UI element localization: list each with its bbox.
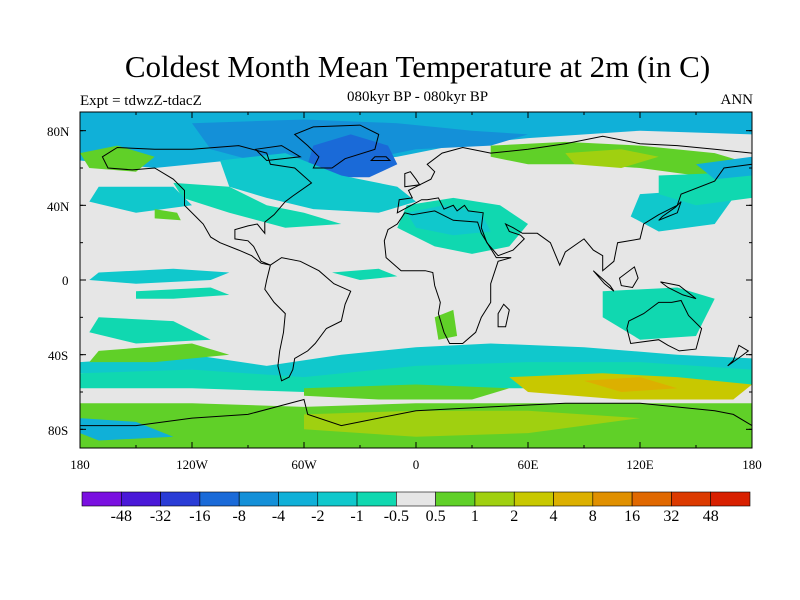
field-alaska-green xyxy=(80,145,155,172)
coast-iceland xyxy=(369,156,392,161)
coast-sumatra xyxy=(592,270,615,292)
field-mediterranean-cyan xyxy=(406,205,491,236)
colorbar-box xyxy=(435,491,476,507)
colorbar-box xyxy=(81,491,122,507)
lon-label-60w: 60W xyxy=(291,457,317,472)
experiment-label: Expt = tdwzZ-tdacZ xyxy=(80,93,202,109)
lat-label-40n: 40N xyxy=(47,199,70,214)
axis-ticks xyxy=(79,112,753,448)
field-pacific-teal xyxy=(658,171,752,206)
colorbar-box xyxy=(278,491,319,507)
field-eq-atl-teal xyxy=(332,268,398,280)
lon-label-180e: 180 xyxy=(742,457,762,472)
lon-label-120e: 120E xyxy=(626,457,654,472)
field-siberia-lime xyxy=(565,149,659,168)
coast-baffin xyxy=(254,145,302,162)
field-trop-pac-cyan xyxy=(89,268,230,284)
colorbar-label: -1 xyxy=(350,508,364,525)
colorbar-box xyxy=(474,491,515,507)
coast-new-zealand xyxy=(727,344,750,367)
colorbar-label: 48 xyxy=(702,508,719,525)
field-nepac-cyan xyxy=(89,186,192,213)
field-indopac-teal xyxy=(602,287,715,340)
colorbar-label: 8 xyxy=(588,508,597,525)
colorbar-label: -0.5 xyxy=(383,508,410,525)
coastlines xyxy=(80,124,752,448)
colorbar-label: 2 xyxy=(510,508,519,525)
lon-label-120w: 120W xyxy=(176,457,208,472)
field-nam-atlantic-cyan xyxy=(220,153,416,213)
colorbar-label: 16 xyxy=(624,508,641,525)
colorbar-box xyxy=(396,491,436,507)
colorbar-label: 0.5 xyxy=(425,508,446,525)
field-nam-teal xyxy=(173,182,342,228)
coast-greenland xyxy=(293,124,380,169)
colorbar-box xyxy=(671,491,711,507)
colorbar-label: -32 xyxy=(149,508,172,525)
coast-new-guinea xyxy=(660,281,697,300)
field-s-atl-green xyxy=(434,309,458,340)
coast-south-america xyxy=(264,257,352,382)
colorbar-label: -16 xyxy=(189,508,211,525)
colorbar-box xyxy=(356,491,397,507)
colorbar xyxy=(81,491,751,507)
coast-africa xyxy=(383,210,512,344)
colorbar-box xyxy=(513,491,554,507)
coast-australia xyxy=(626,299,703,352)
field-so-green-2 xyxy=(304,384,510,400)
plot-title: Coldest Month Mean Temperature at 2m (in… xyxy=(124,49,711,84)
lat-label-eq: 0 xyxy=(62,273,69,288)
colorbar-box xyxy=(160,491,201,507)
colorbar-label: 4 xyxy=(549,508,558,525)
lat-label-80s: 80S xyxy=(48,423,69,438)
field-indian-so-orange xyxy=(584,377,678,392)
period-label: 080kyr BP - 080kyr BP xyxy=(346,89,489,105)
colorbar-box xyxy=(199,491,240,507)
field-trop-pac-cyan2 xyxy=(136,287,230,299)
coast-borneo xyxy=(618,266,639,289)
lon-label-60e: 60E xyxy=(517,457,539,472)
field-antarctica-lime xyxy=(304,410,640,437)
colorbar-label: -2 xyxy=(311,508,325,525)
lat-label-80n: 80N xyxy=(47,124,70,139)
field-sw-pac-teal xyxy=(89,317,211,344)
field-so-green-band xyxy=(89,343,230,363)
lon-label-0: 0 xyxy=(412,457,420,472)
coast-antarctica xyxy=(80,398,752,448)
colorbar-box xyxy=(317,491,358,507)
colorbar-box xyxy=(553,491,594,507)
field-antarctica-cyan xyxy=(80,418,174,441)
colorbar-box xyxy=(592,491,633,507)
colorbar-label: 32 xyxy=(663,508,680,525)
coast-japan xyxy=(658,201,682,221)
coast-eurasia xyxy=(396,135,752,272)
colorbar-label: -4 xyxy=(271,508,286,525)
field-nepac-green xyxy=(154,209,181,221)
colorbar-label: -48 xyxy=(110,508,132,525)
colorbar-box xyxy=(238,491,279,507)
lat-label-40s: 40S xyxy=(48,348,69,363)
season-label: ANN xyxy=(720,92,754,108)
colorbar-box xyxy=(631,491,672,507)
colorbar-label: -8 xyxy=(232,508,246,525)
lon-label-180w: 180 xyxy=(70,457,90,472)
coast-north-america xyxy=(101,145,313,266)
contour-fields xyxy=(80,112,752,448)
colorbar-label: 1 xyxy=(470,508,479,525)
coast-madagascar xyxy=(497,303,510,328)
colorbar-box xyxy=(120,491,161,507)
coast-uk xyxy=(404,171,421,188)
colorbar-box xyxy=(710,491,751,507)
